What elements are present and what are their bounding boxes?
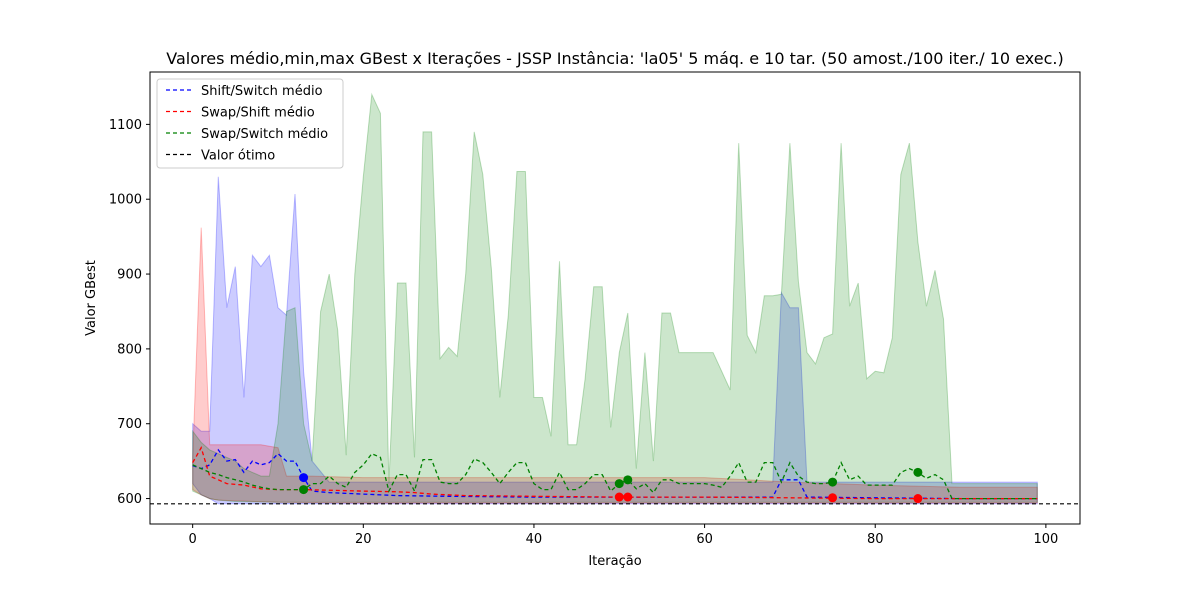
legend-entry-swap-switch: Swap/Switch médio <box>166 127 328 142</box>
y-axis-label: Valor GBest <box>84 260 99 336</box>
x-axis-ticks: 0 20 40 60 80 100 <box>189 524 1058 547</box>
marker-point <box>299 473 309 483</box>
legend-entry-shift-switch: Shift/Switch médio <box>166 84 323 99</box>
marker-point <box>913 494 923 504</box>
mean-lines <box>192 446 1038 500</box>
y-tick-label: 800 <box>117 342 142 357</box>
chart-title: Valores médio,min,max GBest x Iterações … <box>166 49 1063 68</box>
legend-entry-optimal: Valor ótimo <box>166 149 275 164</box>
legend-label: Swap/Switch médio <box>201 127 328 142</box>
marker-point <box>828 477 838 487</box>
plot-frame <box>149 71 1081 525</box>
legend-label: Shift/Switch médio <box>201 84 323 99</box>
marker-point <box>828 493 838 503</box>
x-tick-label: 60 <box>696 532 713 547</box>
legend-label: Swap/Shift médio <box>201 106 315 121</box>
marker-point <box>623 492 633 502</box>
marker-point <box>913 467 923 477</box>
y-tick-label: 600 <box>117 492 142 507</box>
mean-line-1 <box>192 446 1038 500</box>
x-axis-label: Iteração <box>588 554 641 569</box>
x-tick-label: 80 <box>867 532 884 547</box>
mean-line-2 <box>192 452 1038 500</box>
legend-box <box>156 78 344 169</box>
legend-label: Valor ótimo <box>201 149 275 164</box>
y-tick-label: 1000 <box>109 193 142 208</box>
marker-point <box>623 475 633 485</box>
x-tick-label: 100 <box>1033 532 1058 547</box>
legend-entry-swap-shift: Swap/Shift médio <box>166 106 315 121</box>
marker-point <box>614 479 624 489</box>
marker-point <box>614 492 624 502</box>
y-tick-label: 1100 <box>109 118 142 133</box>
legend: Shift/Switch médio Swap/Shift médio Swap… <box>156 78 344 169</box>
x-tick-label: 20 <box>355 532 372 547</box>
range-band-2 <box>192 92 1038 503</box>
y-tick-label: 700 <box>117 417 142 432</box>
x-tick-label: 0 <box>189 532 197 547</box>
x-tick-label: 40 <box>526 532 543 547</box>
data-markers <box>299 467 923 504</box>
marker-point <box>299 485 309 495</box>
y-tick-label: 900 <box>117 268 142 283</box>
mean-line-0 <box>192 448 1038 500</box>
y-axis-ticks: 600 700 800 900 1000 1100 <box>109 118 150 507</box>
